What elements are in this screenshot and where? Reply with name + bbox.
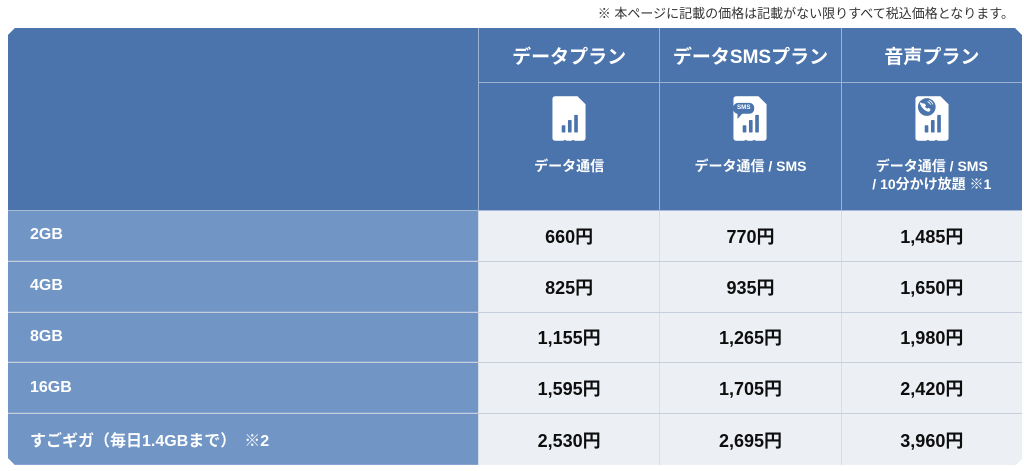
svg-text:SMS: SMS xyxy=(737,104,751,111)
